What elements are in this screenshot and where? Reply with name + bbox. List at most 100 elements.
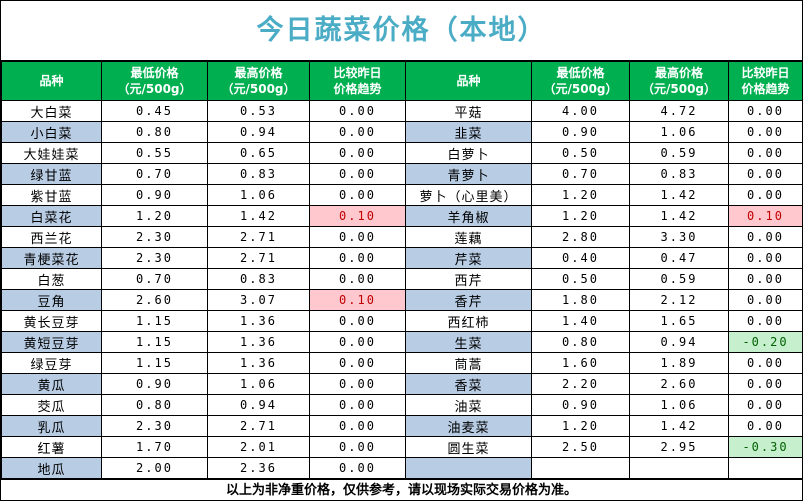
vegetable-name: 豆角 — [1, 289, 102, 311]
vegetable-name: 西红柿 — [405, 310, 532, 332]
vegetable-name: 生菜 — [405, 331, 532, 353]
price-change: 0.00 — [728, 184, 803, 206]
highest-price: 0.94 — [207, 394, 310, 416]
highest-price: 1.36 — [207, 310, 310, 332]
lowest-price: 1.70 — [101, 436, 208, 458]
price-change: 0.00 — [309, 268, 406, 290]
vegetable-name: 乳瓜 — [1, 415, 102, 437]
price-change: 0.00 — [309, 226, 406, 248]
vegetable-name: 平菇 — [405, 100, 532, 122]
lowest-price: 1.20 — [531, 415, 630, 437]
price-change: 0.00 — [309, 457, 406, 479]
vegetable-name: 油麦菜 — [405, 415, 532, 437]
table-row: 乳瓜 2.30 2.71 0.00 油麦菜 1.20 1.42 0.00 — [1, 415, 803, 437]
price-change: 0.00 — [728, 394, 803, 416]
vegetable-name: 油菜 — [405, 394, 532, 416]
vegetable-name: 黄瓜 — [1, 373, 102, 395]
vegetable-name: 大白菜 — [1, 100, 102, 122]
highest-price: 4.72 — [629, 100, 729, 122]
header-name-left: 品种 — [1, 61, 102, 101]
price-change: 0.00 — [309, 310, 406, 332]
table-row: 西兰花 2.30 2.71 0.00 莲藕 2.80 3.30 0.00 — [1, 226, 803, 248]
vegetable-name: 大娃娃菜 — [1, 142, 102, 164]
lowest-price: 1.15 — [101, 352, 208, 374]
price-change: -0.20 — [728, 331, 803, 353]
lowest-price: 2.20 — [531, 373, 630, 395]
price-change: 0.00 — [309, 394, 406, 416]
lowest-price: 1.20 — [531, 205, 630, 227]
vegetable-name: 白萝卜 — [405, 142, 532, 164]
price-change: 0.00 — [728, 373, 803, 395]
highest-price: 0.83 — [207, 268, 310, 290]
price-change: 0.00 — [728, 226, 803, 248]
vegetable-name: 西芹 — [405, 268, 532, 290]
header-low-left: 最低价格 （元/500g） — [101, 61, 208, 101]
highest-price: 2.01 — [207, 436, 310, 458]
price-change: 0.00 — [728, 289, 803, 311]
table-row: 白葱 0.70 0.83 0.00 西芹 0.50 0.59 0.00 — [1, 268, 803, 290]
price-change: 0.00 — [728, 121, 803, 143]
highest-price — [629, 457, 729, 479]
highest-price: 1.65 — [629, 310, 729, 332]
lowest-price: 0.70 — [531, 163, 630, 185]
vegetable-name: 红薯 — [1, 436, 102, 458]
highest-price: 2.71 — [207, 415, 310, 437]
highest-price: 2.71 — [207, 226, 310, 248]
highest-price: 3.30 — [629, 226, 729, 248]
vegetable-name: 莲藕 — [405, 226, 532, 248]
price-change: 0.00 — [728, 163, 803, 185]
lowest-price: 1.60 — [531, 352, 630, 374]
lowest-price: 2.80 — [531, 226, 630, 248]
vegetable-name: 青萝卜 — [405, 163, 532, 185]
highest-price: 0.59 — [629, 268, 729, 290]
highest-price: 0.59 — [629, 142, 729, 164]
sheet-title: 今日蔬菜价格（本地） — [1, 1, 802, 61]
header-change-left: 比较昨日 价格趋势 — [309, 61, 406, 101]
lowest-price: 2.30 — [101, 415, 208, 437]
vegetable-name: 西兰花 — [1, 226, 102, 248]
highest-price: 0.94 — [629, 331, 729, 353]
price-change: 0.10 — [728, 205, 803, 227]
disclaimer-footer: 以上为非净重价格，仅供参考，请以现场实际交易价格为准。 — [1, 479, 802, 502]
highest-price: 1.36 — [207, 352, 310, 374]
vegetable-name: 韭菜 — [405, 121, 532, 143]
highest-price: 2.71 — [207, 247, 310, 269]
lowest-price: 0.55 — [101, 142, 208, 164]
vegetable-name: 青梗菜花 — [1, 247, 102, 269]
price-change: 0.00 — [309, 373, 406, 395]
header-high-left: 最高价格 （元/500g） — [207, 61, 310, 101]
header-name-right: 品种 — [405, 61, 532, 101]
table-row: 豆角 2.60 3.07 0.10 香芹 1.80 2.12 0.00 — [1, 289, 803, 311]
table-row: 地瓜 2.00 2.36 0.00 — [1, 457, 803, 479]
price-table: 品种 最低价格 （元/500g） 最高价格 （元/500g） 比较昨日 价格趋势 品种… — [1, 61, 803, 479]
price-change: 0.00 — [309, 184, 406, 206]
vegetable-name: 黄短豆芽 — [1, 331, 102, 353]
highest-price: 1.06 — [629, 394, 729, 416]
table-row: 大白菜 0.45 0.53 0.00 平菇 4.00 4.72 0.00 — [1, 100, 803, 122]
table-row: 大娃娃菜 0.55 0.65 0.00 白萝卜 0.50 0.59 0.00 — [1, 142, 803, 164]
price-change: 0.00 — [309, 436, 406, 458]
price-change: 0.00 — [728, 100, 803, 122]
vegetable-name: 芹菜 — [405, 247, 532, 269]
highest-price: 1.42 — [629, 415, 729, 437]
vegetable-name: 白葱 — [1, 268, 102, 290]
table-row: 绿甘蓝 0.70 0.83 0.00 青萝卜 0.70 0.83 0.00 — [1, 163, 803, 185]
highest-price: 0.47 — [629, 247, 729, 269]
highest-price: 0.53 — [207, 100, 310, 122]
header-high-right: 最高价格 （元/500g） — [629, 61, 729, 101]
lowest-price: 0.45 — [101, 100, 208, 122]
vegetable-name: 绿豆芽 — [1, 352, 102, 374]
header-low-right: 最低价格 （元/500g） — [531, 61, 630, 101]
lowest-price: 1.80 — [531, 289, 630, 311]
table-row: 黄瓜 0.90 1.06 0.00 香菜 2.20 2.60 0.00 — [1, 373, 803, 395]
lowest-price: 2.00 — [101, 457, 208, 479]
lowest-price: 1.20 — [531, 184, 630, 206]
table-row: 茭瓜 0.80 0.94 0.00 油菜 0.90 1.06 0.00 — [1, 394, 803, 416]
table-row: 小白菜 0.80 0.94 0.00 韭菜 0.90 1.06 0.00 — [1, 121, 803, 143]
price-change: 0.00 — [728, 268, 803, 290]
vegetable-name: 小白菜 — [1, 121, 102, 143]
price-change — [728, 457, 803, 479]
highest-price: 1.06 — [207, 184, 310, 206]
header-row: 品种 最低价格 （元/500g） 最高价格 （元/500g） 比较昨日 价格趋势 品种… — [1, 61, 803, 101]
